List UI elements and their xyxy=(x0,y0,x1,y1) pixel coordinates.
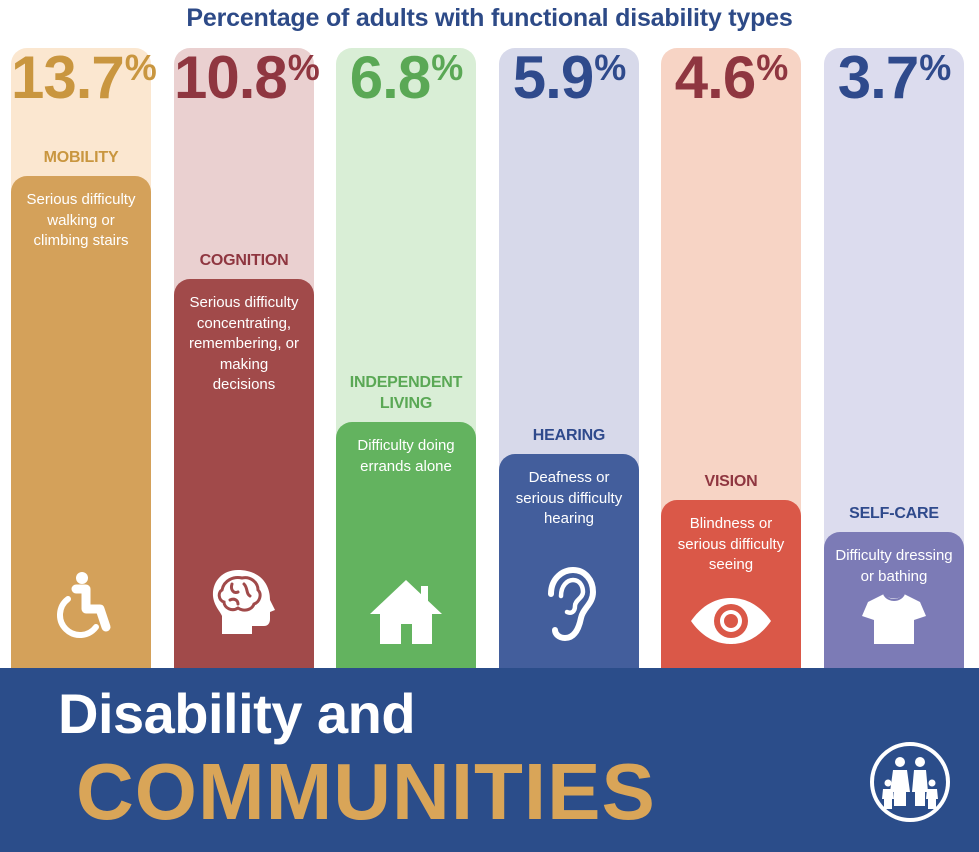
bar-column-2: 6.8% Difficulty doing errands alone INDEPEN… xyxy=(336,0,476,668)
category-label: SELF-CARE xyxy=(824,503,964,524)
value-label: 5.9% xyxy=(499,48,639,108)
category-label: COGNITION xyxy=(174,250,314,271)
description-line: Deafness or xyxy=(528,469,610,486)
percent-sign: % xyxy=(287,47,320,88)
description-line: serious difficulty xyxy=(677,535,785,553)
bar-description: Difficulty dressing or bathing xyxy=(830,546,958,587)
percent-sign: % xyxy=(431,47,463,88)
description-line: making xyxy=(219,355,269,373)
value-number: 13.7 xyxy=(11,44,125,111)
bar-description: Serious difficulty walking or climbing sta… xyxy=(17,190,145,252)
bar-column-4: 4.6% Blindness or serious difficulty seeing… xyxy=(661,0,801,668)
value-number: 4.6 xyxy=(674,44,756,111)
description-line: Difficulty dressing xyxy=(835,547,953,564)
wheelchair-icon xyxy=(46,569,116,644)
category-label-line: MOBILITY xyxy=(43,149,119,166)
category-label: HEARING xyxy=(499,425,639,446)
category-label-line: SELF-CARE xyxy=(849,505,939,522)
description-line: remembering, or xyxy=(188,335,300,352)
value-number: 3.7 xyxy=(837,44,919,111)
bar-column-3: 5.9% Deafness or serious difficulty hearing… xyxy=(499,0,639,668)
category-label: INDEPENDENT LIVING xyxy=(336,372,476,414)
value-number: 10.8 xyxy=(174,44,288,111)
category-label-line: VISION xyxy=(704,473,758,490)
bar-chart: 13.7% Serious difficulty walking or climbin… xyxy=(11,0,964,668)
house-icon xyxy=(367,576,445,653)
value-label: 13.7% xyxy=(11,48,157,108)
brain-icon xyxy=(208,566,280,643)
value-label: 3.7% xyxy=(824,48,964,108)
chart-title: Percentage of adults with functional dis… xyxy=(186,4,793,32)
bar: Deafness or serious difficulty hearing xyxy=(499,454,639,668)
percent-sign: % xyxy=(594,47,626,88)
value-label: 10.8% xyxy=(174,48,320,108)
description-line: Blindness or xyxy=(689,515,773,532)
family-logo-icon xyxy=(870,742,950,822)
description-line: or bathing xyxy=(860,567,928,585)
description-line: walking or xyxy=(47,211,115,229)
description-line: climbing stairs xyxy=(33,232,129,249)
value-number: 5.9 xyxy=(512,44,594,111)
bar-column-5: 3.7% Difficulty dressing or bathing SELF-CA… xyxy=(824,0,964,668)
value-label: 4.6% xyxy=(661,48,801,108)
description-line: decisions xyxy=(212,376,276,393)
percent-sign: % xyxy=(919,47,951,88)
ear-icon xyxy=(541,566,597,649)
bar: Difficulty dressing or bathing xyxy=(824,532,964,668)
bar-column-0: 13.7% Serious difficulty walking or climbin… xyxy=(11,0,157,668)
category-label-line: HEARING xyxy=(532,427,606,444)
value-label: 6.8% xyxy=(336,48,476,108)
description-line: concentrating, xyxy=(196,314,292,332)
percent-sign: % xyxy=(756,47,788,88)
shirt-icon xyxy=(862,590,926,651)
description-line: Serious difficulty xyxy=(189,294,299,311)
category-label: VISION xyxy=(661,471,801,492)
description-line: serious difficulty xyxy=(515,489,623,507)
description-line: Serious difficulty xyxy=(26,191,136,208)
bar-description: Serious difficulty concentrating, remember… xyxy=(180,293,308,396)
category-label-line: INDEPENDENT xyxy=(349,374,463,391)
description-line: seeing xyxy=(708,556,754,573)
footer-banner xyxy=(0,668,979,852)
category-label-line: LIVING xyxy=(379,395,433,412)
category-label: MOBILITY xyxy=(11,147,151,168)
value-number: 6.8 xyxy=(349,44,431,111)
bar-description: Difficulty doing errands alone xyxy=(342,436,470,477)
bar-column-1: 10.8% Serious difficulty concentrating, rem… xyxy=(174,0,320,668)
description-line: errands alone xyxy=(360,457,452,475)
eye-icon xyxy=(687,595,775,652)
footer-title-line1: Disability and xyxy=(58,682,416,745)
percent-sign: % xyxy=(124,47,157,88)
description-line: Difficulty doing xyxy=(357,437,455,454)
bar-description: Deafness or serious difficulty hearing xyxy=(505,468,633,530)
bar-description: Blindness or serious difficulty seeing xyxy=(667,514,795,576)
description-line: hearing xyxy=(543,510,595,527)
category-label-line: COGNITION xyxy=(199,252,289,269)
footer-title-line2: COMMUNITIES xyxy=(76,747,656,836)
